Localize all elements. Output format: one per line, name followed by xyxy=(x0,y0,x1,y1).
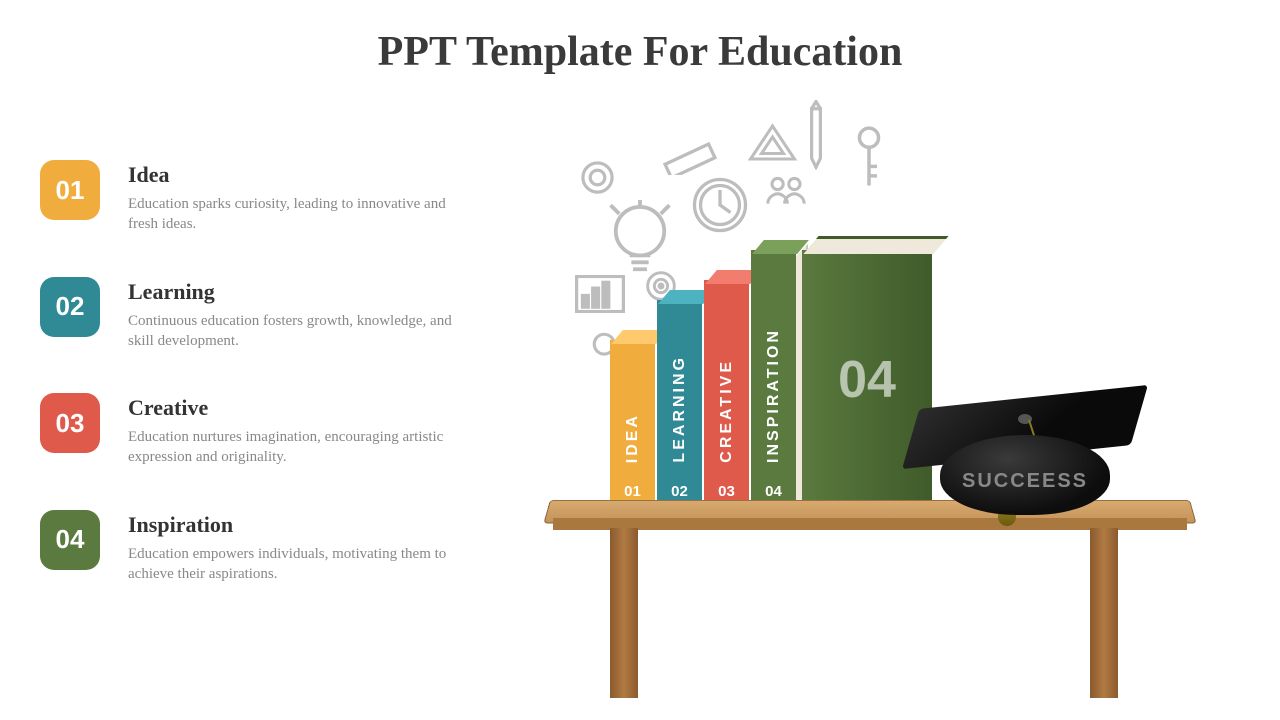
item-title: Idea xyxy=(128,162,460,188)
items-list: 01 Idea Education sparks curiosity, lead… xyxy=(40,160,460,626)
book-label: IDEA xyxy=(624,413,642,463)
illustration: IDEA 01 LEARNING 02 CREATIVE 03 INSPIRAT… xyxy=(530,110,1230,680)
item-desc: Education empowers individuals, motivati… xyxy=(128,544,460,585)
gear-icon xyxy=(580,160,615,195)
item-desc: Continuous education fosters growth, kno… xyxy=(128,311,460,352)
book: CREATIVE 03 xyxy=(704,280,749,510)
triangle-ruler-icon xyxy=(745,120,800,165)
books-row: IDEA 01 LEARNING 02 CREATIVE 03 INSPIRAT… xyxy=(610,250,932,510)
item-badge: 03 xyxy=(40,393,100,453)
pencil-icon xyxy=(805,100,827,170)
list-item: 04 Inspiration Education empowers indivi… xyxy=(40,510,460,585)
item-title: Learning xyxy=(128,279,460,305)
item-badge: 01 xyxy=(40,160,100,220)
book-label: CREATIVE xyxy=(718,359,736,463)
book-num: 01 xyxy=(624,483,641,500)
book: IDEA 01 xyxy=(610,340,655,510)
item-desc: Education sparks curiosity, leading to i… xyxy=(128,194,460,235)
clock-icon xyxy=(690,175,750,235)
book-num: 03 xyxy=(718,483,735,500)
book-label: INSPIRATION xyxy=(765,328,783,463)
people-icon xyxy=(765,175,807,207)
book-num: 02 xyxy=(671,483,688,500)
cap-text: SUCCEESS xyxy=(962,470,1088,493)
list-item: 02 Learning Continuous education fosters… xyxy=(40,277,460,352)
table-leg xyxy=(1090,528,1118,698)
book-label: LEARNING xyxy=(671,355,689,463)
graduation-cap: SUCCEESS xyxy=(900,380,1150,530)
item-badge: 04 xyxy=(40,510,100,570)
book-num: 04 xyxy=(765,483,782,500)
key-icon xyxy=(850,125,888,195)
list-item: 01 Idea Education sparks curiosity, lead… xyxy=(40,160,460,235)
table-leg xyxy=(610,528,638,698)
book: LEARNING 02 xyxy=(657,300,702,510)
item-desc: Education nurtures imagination, encourag… xyxy=(128,427,460,468)
book: INSPIRATION 04 xyxy=(751,250,796,510)
ruler-icon xyxy=(660,120,720,175)
big-book-num: 04 xyxy=(838,350,896,410)
slide-title: PPT Template For Education xyxy=(0,0,1280,76)
list-item: 03 Creative Education nurtures imaginati… xyxy=(40,393,460,468)
item-title: Creative xyxy=(128,395,460,421)
item-title: Inspiration xyxy=(128,512,460,538)
item-badge: 02 xyxy=(40,277,100,337)
